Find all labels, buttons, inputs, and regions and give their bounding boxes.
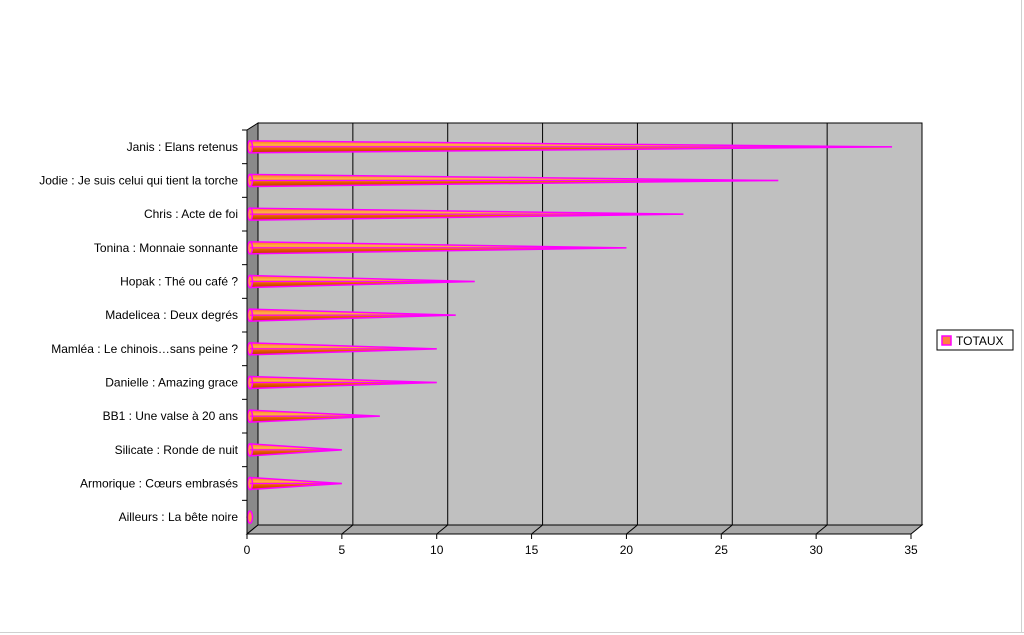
floor-gridline <box>531 524 543 535</box>
category-label: Madelicea : Deux degrés <box>105 308 238 322</box>
gridlines <box>341 123 828 535</box>
floor-gridline <box>341 524 354 535</box>
category-label: BB1 : Une valse à 20 ans <box>103 409 238 423</box>
x-tick-label: 10 <box>430 543 444 557</box>
x-tick-label: 25 <box>715 543 729 557</box>
floor-gridline <box>720 524 733 535</box>
category-label: Hopak : Thé ou café ? <box>120 275 238 289</box>
category-label: Mamléa : Le chinois…sans peine ? <box>51 342 238 356</box>
category-label: Jodie : Je suis celui qui tient la torch… <box>39 174 238 188</box>
category-label: Armorique : Cœurs embrasés <box>80 477 238 491</box>
plot-floor <box>245 524 924 535</box>
category-label: Danielle : Amazing grace <box>105 376 238 390</box>
window-border-right <box>1021 0 1022 633</box>
category-label: Ailleurs : La bête noire <box>119 510 239 524</box>
category-label: Silicate : Ronde de nuit <box>115 443 239 457</box>
legend: TOTAUX <box>936 329 1014 351</box>
x-tick-label: 15 <box>525 543 539 557</box>
x-tick-label: 35 <box>904 543 918 557</box>
category-label: Janis : Elans retenus <box>127 140 238 154</box>
category-labels: Janis : Elans retenus Jodie : Je suis cel… <box>39 140 238 524</box>
x-tick-label: 0 <box>244 543 251 557</box>
x-tick-label: 20 <box>620 543 634 557</box>
legend-swatch <box>941 335 952 346</box>
legend-label: TOTAUX <box>956 334 1004 348</box>
floor-gridline <box>815 524 828 535</box>
category-label: Chris : Acte de foi <box>144 207 238 221</box>
bar-cone-base <box>246 510 254 524</box>
x-tick-label: 30 <box>809 543 823 557</box>
x-axis-ticks: 0 5 10 15 20 25 30 35 <box>244 534 918 557</box>
floor-gridline <box>436 524 449 535</box>
category-label: Tonina : Monnaie sonnante <box>94 241 238 255</box>
bar-series <box>246 140 893 524</box>
y-axis-ticks <box>242 129 248 534</box>
floor-gridline <box>626 524 638 535</box>
window-border-bottom <box>0 632 1024 633</box>
x-tick-label: 5 <box>339 543 346 557</box>
